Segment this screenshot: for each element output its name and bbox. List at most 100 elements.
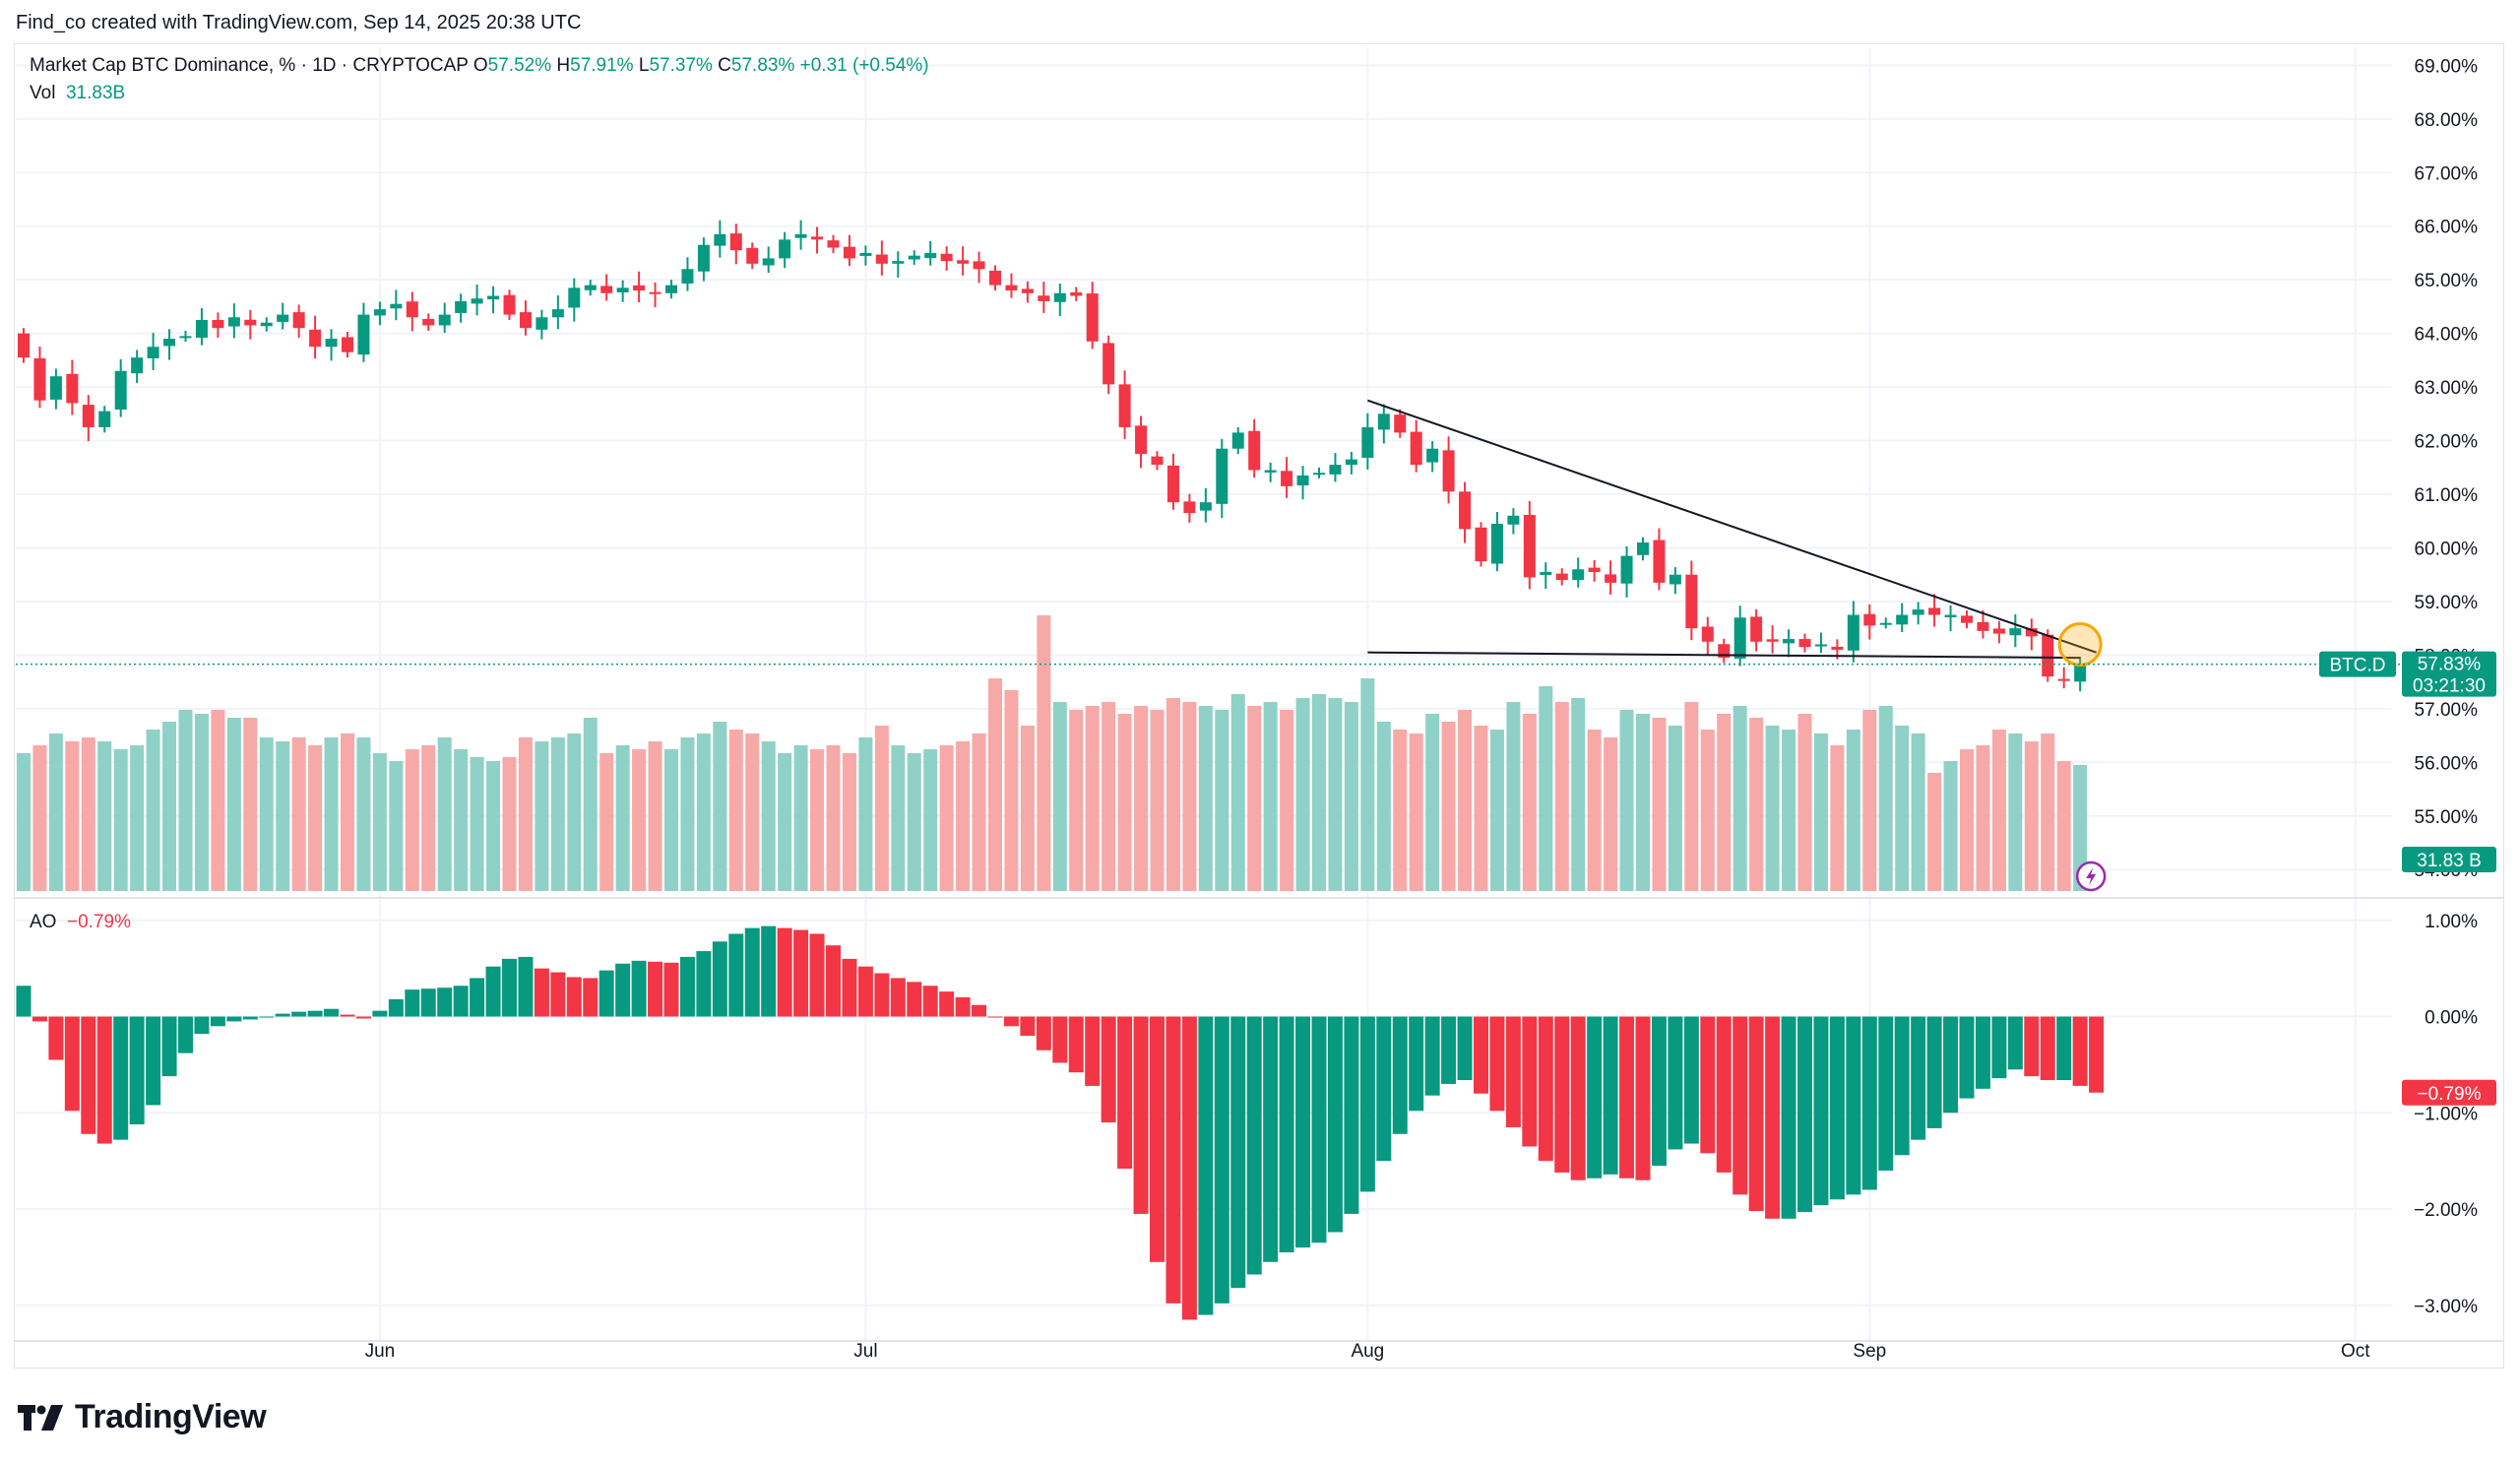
volume-bar: [341, 733, 354, 891]
ao-tick-label: −2.00%: [2414, 1200, 2478, 1221]
volume-bar: [1230, 694, 1245, 891]
candle-body: [1166, 465, 1179, 503]
volume-bar: [1052, 702, 1067, 891]
ao-bar: [1878, 1016, 1894, 1171]
volume-bar: [2008, 733, 2023, 891]
ao-bar: [1052, 1016, 1068, 1063]
ao-bar: [453, 986, 469, 1017]
candle-body: [940, 253, 953, 262]
volume-bar: [1619, 710, 1634, 891]
ao-bar: [890, 978, 906, 1017]
volume-bar: [972, 733, 986, 891]
candle-body: [1313, 473, 1325, 476]
volume-bar: [1571, 698, 1586, 891]
ao-bar: [405, 989, 420, 1017]
volume-bar: [1409, 733, 1423, 891]
candle-body: [779, 239, 791, 259]
volume-bar: [421, 745, 436, 891]
candle-body: [1231, 432, 1244, 449]
ao-legend: AO −0.79%: [30, 912, 131, 933]
candle-body: [49, 376, 62, 400]
candle-body: [600, 286, 613, 293]
volume-label[interactable]: Vol: [30, 83, 56, 103]
candle-body: [1912, 609, 1924, 615]
ao-bar: [550, 972, 566, 1017]
candle-body: [1345, 459, 1357, 466]
price-tick-label: 59.00%: [2415, 593, 2479, 613]
volume-bar: [291, 737, 306, 891]
volume-bar: [1263, 702, 1278, 891]
candle-body: [1394, 414, 1407, 433]
tradingview-brand[interactable]: TradingView: [18, 1398, 267, 1436]
volume-bar: [1587, 730, 1602, 891]
candle-body: [957, 260, 970, 264]
ao-bar: [1150, 1016, 1165, 1262]
ao-bar: [32, 1016, 47, 1022]
symbol-tag-text: BTC.D: [2330, 656, 2386, 676]
ao-bar: [1392, 1016, 1408, 1134]
ao-bar: [1748, 1016, 1764, 1211]
volume-bar: [2073, 765, 2088, 891]
volume-bar: [793, 745, 808, 891]
volume-bar: [1102, 702, 1116, 891]
ao-bar: [1651, 1016, 1667, 1167]
chart-canvas[interactable]: 69.00% 68.00% 67.00% 66.00% 65.00% 64.00% 63.0…: [0, 0, 2520, 1378]
candle-body: [908, 255, 920, 260]
ao-bar: [1538, 1016, 1553, 1162]
volume-bar: [486, 761, 501, 891]
candle-body: [1459, 491, 1472, 530]
volume-bar: [32, 745, 47, 891]
volume-bar: [1376, 722, 1391, 891]
candle-body: [1281, 471, 1293, 486]
volume-bar: [713, 722, 727, 891]
symbol-price-tag[interactable]: BTC.D 57.83%03:21:30: [2319, 651, 2496, 697]
candle-body: [875, 254, 888, 264]
candle-body: [1410, 431, 1422, 466]
volume-bar: [1717, 714, 1732, 891]
ao-bar: [1181, 1016, 1197, 1320]
volume-bar: [1862, 710, 1877, 891]
volume-bar: [1813, 733, 1828, 891]
volume-bar: [1652, 718, 1667, 891]
volume-bar: [502, 757, 517, 891]
candle-body: [503, 294, 516, 315]
ao-bar: [161, 1016, 177, 1077]
ao-bar: [259, 1016, 275, 1018]
candle-body: [2057, 678, 2070, 681]
candle-body: [357, 314, 370, 355]
volume-bar: [1765, 726, 1780, 891]
ao-bar: [857, 966, 873, 1017]
volume-bar: [1749, 718, 1764, 891]
volume-bar: [1280, 710, 1294, 891]
volume-bar: [842, 753, 856, 891]
candle-body: [843, 246, 855, 259]
volume-bar: [437, 737, 452, 891]
volume-bar: [778, 753, 792, 891]
volume-bar: [405, 749, 419, 891]
ao-bar: [1975, 1016, 1990, 1089]
tradingview-wordmark: TradingView: [75, 1398, 267, 1435]
candle-body: [746, 247, 759, 264]
volume-bar: [1004, 690, 1019, 891]
ao-bar: [485, 966, 501, 1017]
volume-bar: [97, 741, 112, 891]
ao-bar: [1943, 1016, 1959, 1114]
candle-body: [1653, 540, 1666, 583]
volume-bar: [761, 741, 776, 891]
close-label: C: [718, 55, 731, 76]
candle-body: [989, 270, 1001, 286]
symbol-title[interactable]: Market Cap BTC Dominance, % · 1D · CRYPT…: [30, 55, 469, 76]
candle-body: [1863, 613, 1876, 626]
candle-body: [1086, 293, 1099, 342]
ao-bar: [631, 960, 647, 1017]
lightning-icon[interactable]: [2075, 860, 2107, 892]
candle-body: [1199, 502, 1212, 511]
candle-body: [1961, 615, 1973, 623]
ao-bar: [1846, 1016, 1861, 1195]
volume-bar: [389, 761, 404, 891]
ao-bar: [16, 986, 32, 1017]
ao-bar: [242, 1016, 258, 1020]
open-label: O: [472, 55, 488, 76]
candle-body: [212, 320, 224, 329]
ao-label[interactable]: AO: [30, 912, 57, 932]
